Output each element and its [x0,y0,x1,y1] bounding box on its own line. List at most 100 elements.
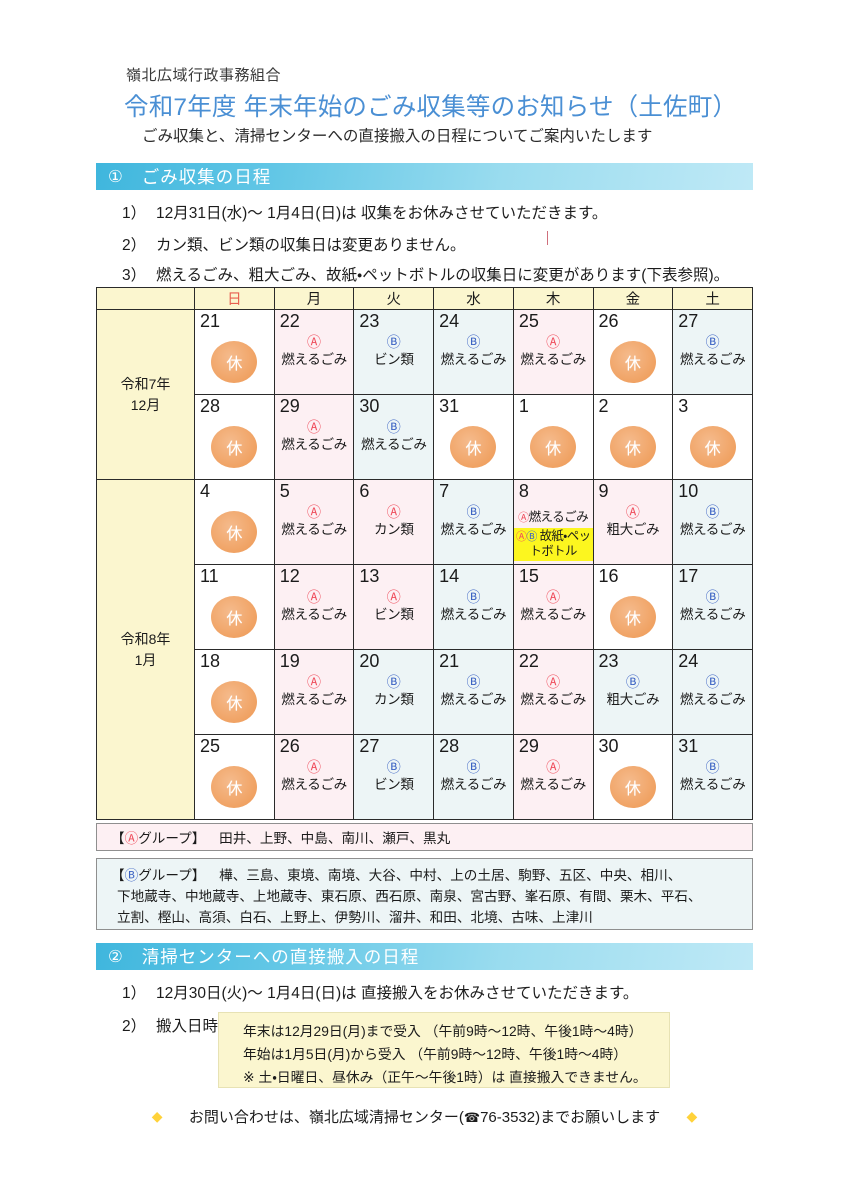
group-b-mark-icon: Ⓑ [386,334,401,350]
calendar-day-cell: 21 休 [194,309,275,395]
group-a-mark-icon: Ⓐ [515,531,527,543]
collection-entry: Ⓐ 燃えるごみ [275,334,354,367]
calendar-day-cell: 29 Ⓐ 燃えるごみ [273,394,355,480]
group-a-names: 田井、上野、中島、南川、瀬戸、黒丸 [219,831,451,846]
calendar-day-cell: 30 休 [592,734,674,820]
collection-entry: Ⓐ 燃えるごみ [514,589,593,622]
weekday-header-sun: 日 [194,287,275,310]
collection-entry: Ⓑ 燃えるごみ [673,589,752,622]
transport-line-1: 年末は12月29日(月)まで受入 （午前9時～12時、午後1時～4時） [243,1024,643,1039]
day-number: 20 [359,651,380,671]
collection-entry: Ⓐ 燃えるごみ [514,674,593,707]
day-content: Ⓐ 燃えるごみ [514,759,593,818]
day-content: Ⓑ 燃えるごみ [673,504,752,563]
note-number: 1） [122,985,147,1002]
calendar-day-cell: 27 Ⓑ 燃えるごみ [672,309,753,395]
day-number: 25 [200,736,221,756]
day-number: 30 [359,396,380,416]
group-b-mark-icon: Ⓑ [386,419,401,435]
collection-label: 燃えるごみ [281,351,347,367]
calendar-day-cell: 15 Ⓐ 燃えるごみ [512,564,594,650]
calendar-day-cell: 12 Ⓐ 燃えるごみ [273,564,355,650]
collection-label: 燃えるごみ [520,606,586,622]
group-a-mark-icon: Ⓐ [307,674,322,690]
day-number: 22 [279,311,300,331]
collection-entry: Ⓑ 燃えるごみ [354,419,433,452]
section-2-header: ② 清掃センターへの直接搬入の日程 [96,943,753,970]
day-content: 休 [594,420,673,478]
collection-calendar: 日 月 火 水 木 金 土 令和7年 12月 21 休 22 Ⓐ 燃えるごみ 23 Ⓑ ビン類 24… [96,287,753,820]
note-text: カン類、ビン類の収集日は変更ありません。 [156,237,466,254]
section-1-note-1: 1） 12月31日(水)～ 1月4日(日)は 収集をお休みさせていただきます。 [122,201,607,223]
organization-name: 嶺北広域行政事務組合 [126,67,282,84]
collection-entry: Ⓐ 燃えるごみ [275,419,354,452]
calendar-day-cell: 24 Ⓑ 燃えるごみ [433,309,514,395]
collection-label: ビン類 [373,351,414,367]
group-b-legend: 【Ⓑグループ】 樺、三島、東境、南境、大谷、中村、上の土居、駒野、五区、中央、相… [96,858,753,930]
collection-entry: Ⓐ カン類 [354,504,433,537]
day-content: Ⓑ 燃えるごみ [434,504,513,563]
transport-hours-box: 年末は12月29日(月)まで受入 （午前9時～12時、午後1時～4時） 年始は1… [218,1012,670,1088]
group-a-legend: 【Ⓐグループ】 田井、上野、中島、南川、瀬戸、黒丸 [96,823,753,851]
day-number: 27 [359,736,380,756]
calendar-week-row: 25 休 26 Ⓐ 燃えるごみ 27 Ⓑ ビン類 28 Ⓑ 燃えるごみ 29 Ⓐ 燃えるごみ 30 休 31 Ⓑ 燃… [97,734,753,820]
group-b-mark-icon: Ⓑ [705,674,720,690]
day-number: 14 [439,566,460,586]
group-a-mark-icon: Ⓐ [307,334,322,350]
calendar-day-cell: 24 Ⓑ 燃えるごみ [672,649,753,735]
day-content: Ⓐ カン類 [354,504,433,563]
group-a-mark-icon: Ⓐ [124,831,139,846]
group-a-mark-icon: Ⓐ [386,589,401,605]
day-number: 29 [279,396,300,416]
day-number: 6 [359,481,370,501]
rest-day-badge: 休 [211,426,258,468]
section-1-note-3: 3） 燃えるごみ、粗大ごみ、故紙・ペットボトルの収集日に変更があります(下表参照)… [122,263,729,285]
day-content: 休 [195,590,274,648]
month-label: 1月 [134,651,157,668]
note-number: 2） [122,1018,147,1035]
diamond-left-icon: ◆ [151,1108,163,1124]
note-text: 燃えるごみ、粗大ごみ、故紙・ペットボトルの収集日に変更があります(下表参照)。 [156,267,730,284]
day-number: 24 [439,311,460,331]
rest-day-badge: 休 [609,341,656,383]
day-number: 4 [200,481,211,501]
collection-entry-primary: Ⓐ燃えるごみ [514,506,593,525]
note-number: 1） [122,205,147,222]
day-number: 28 [439,736,460,756]
day-content: Ⓐ 燃えるごみ [275,334,354,393]
day-number: 5 [279,481,290,501]
calendar-day-cell: 14 Ⓑ 燃えるごみ [433,564,514,650]
group-b-mark-icon: Ⓑ [466,334,481,350]
collection-label: 燃えるごみ [520,351,586,367]
group-b-mark-icon: Ⓑ [705,334,720,350]
calendar-day-cell: 27 Ⓑ ビン類 [353,734,435,820]
group-b-mark-icon: Ⓑ [386,759,401,775]
section-2-note-1: 1） 12月30日(火)～ 1月4日(日)は 直接搬入をお休みさせていただきます。 [122,981,638,1003]
collection-label: 燃えるごみ [281,606,347,622]
group-b-mark-icon: Ⓑ [705,759,720,775]
calendar-day-cell: 19 Ⓐ 燃えるごみ [273,649,355,735]
group-a-mark-icon: Ⓐ [546,759,561,775]
collection-entry: Ⓑ 燃えるごみ [673,334,752,367]
collection-entry: Ⓐ 燃えるごみ [514,334,593,367]
transport-line-2: 年始は1月5日(月)から受入 （午前9時～12時、午後1時～4時） [243,1047,628,1063]
day-number: 21 [439,651,460,671]
collection-label: 燃えるごみ [679,521,746,537]
collection-entry: Ⓑ 粗大ごみ [594,674,673,707]
calendar-day-cell: 30 Ⓑ 燃えるごみ [353,394,435,480]
calendar-day-cell: 22 Ⓐ 燃えるごみ [273,309,355,395]
group-b-mark-icon: Ⓑ [526,531,537,543]
day-content: 休 [514,420,593,478]
day-number: 10 [678,481,699,501]
group-a-mark-icon: Ⓐ [307,419,322,435]
group-b-mark-icon: Ⓑ [124,868,139,883]
section-2-note-2: 2） 搬入日時 [122,1014,218,1036]
calendar-day-cell: 20 Ⓑ カン類 [353,649,435,735]
day-content: 休 [195,675,274,733]
day-number: 30 [598,736,619,756]
weekday-header-sat: 土 [672,287,753,310]
collection-entry: Ⓑ 燃えるごみ [434,504,513,537]
day-number: 7 [439,481,450,501]
